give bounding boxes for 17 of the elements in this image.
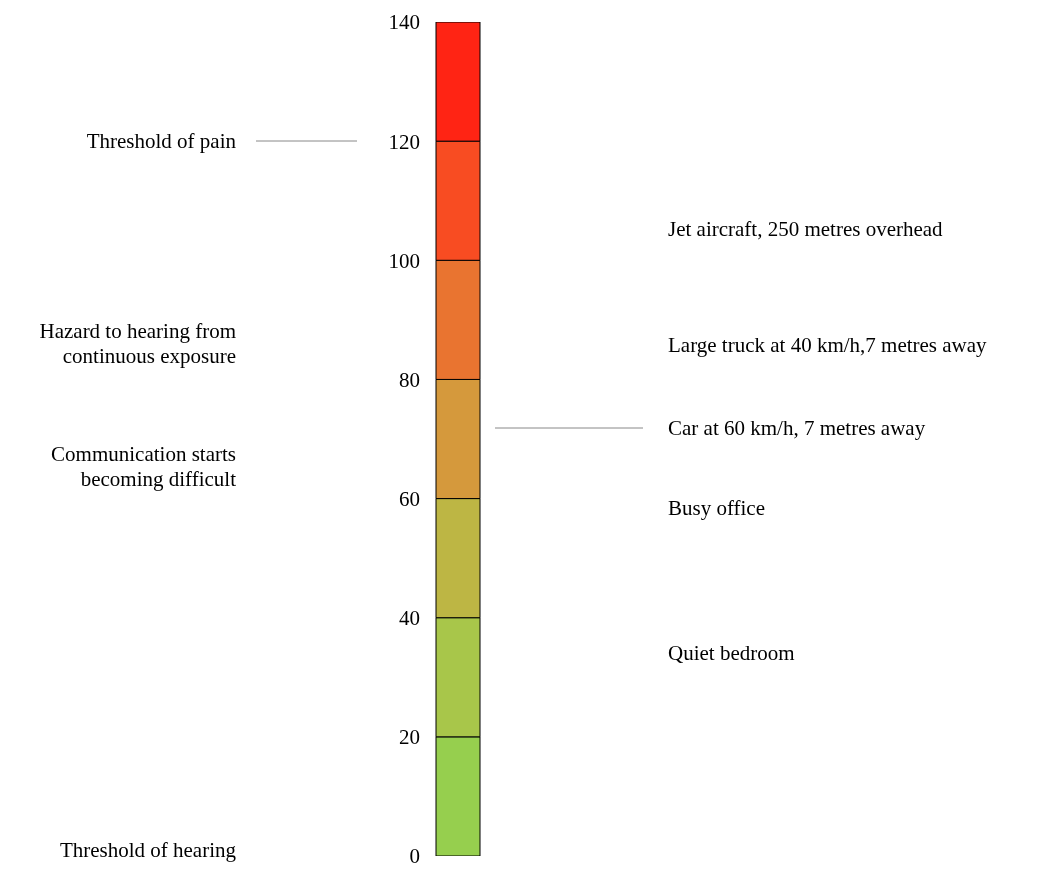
y-tick-label: 60	[399, 487, 420, 512]
text: Large truck at 40 km/h,7 metres away	[668, 333, 988, 358]
text: Threshold of hearing	[59, 838, 237, 863]
y-tick-label: 0	[409, 844, 420, 869]
y-tick-label: 80	[399, 367, 420, 392]
text: Busy office	[668, 496, 766, 521]
text: Jet aircraft, 250 metres overhead	[668, 217, 944, 242]
text: Threshold of pain	[86, 129, 237, 154]
y-tick-label: 120	[388, 129, 420, 154]
y-tick-label: 40	[399, 606, 420, 631]
text: Quiet bedroom	[668, 641, 795, 666]
y-tick-label: 100	[388, 248, 420, 273]
y-tick-label: 140	[388, 10, 420, 35]
text: Hazard to hearing from continuous exposure	[39, 319, 236, 368]
text: Communication starts becoming difficult	[51, 442, 237, 491]
text: Car at 60 km/h, 7 metres away	[668, 416, 926, 441]
y-tick-label: 20	[399, 725, 420, 750]
